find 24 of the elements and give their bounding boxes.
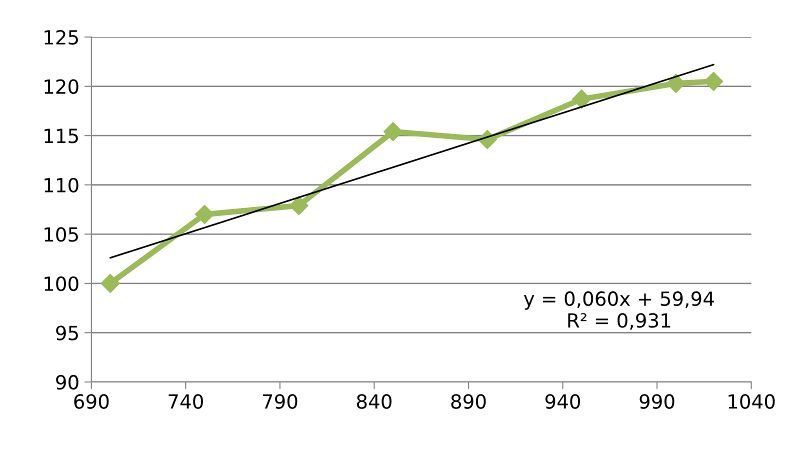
y-tick-label: 110 [44, 178, 78, 193]
point [666, 74, 686, 93]
point [195, 204, 214, 224]
point [289, 196, 308, 216]
y-tick-label: 100 [44, 276, 78, 292]
y-tick-label: 120 [44, 79, 78, 94]
x-tick-label: 740 [168, 394, 203, 409]
point [384, 122, 403, 142]
x-tick-label: 1040 [728, 394, 775, 409]
y-tick-label: 90 [56, 374, 78, 390]
point [704, 72, 724, 91]
x-tick-label: 990 [640, 394, 674, 409]
y-tick-label: 95 [56, 326, 78, 340]
x-tick-label: 790 [262, 394, 298, 409]
point [100, 274, 120, 293]
annotation: y = 0,060x + 59,94 R² = 0,931 [524, 291, 714, 330]
x-tick-label: 690 [74, 394, 109, 409]
y-tick-label: 115 [44, 128, 78, 144]
y-tick-label: 105 [44, 227, 78, 242]
x-tick-label: 890 [451, 394, 486, 409]
x-tick-label: 840 [356, 394, 392, 409]
x-tick-label: 940 [545, 394, 580, 409]
y-tick-label: 125 [44, 30, 78, 45]
point [572, 90, 592, 109]
